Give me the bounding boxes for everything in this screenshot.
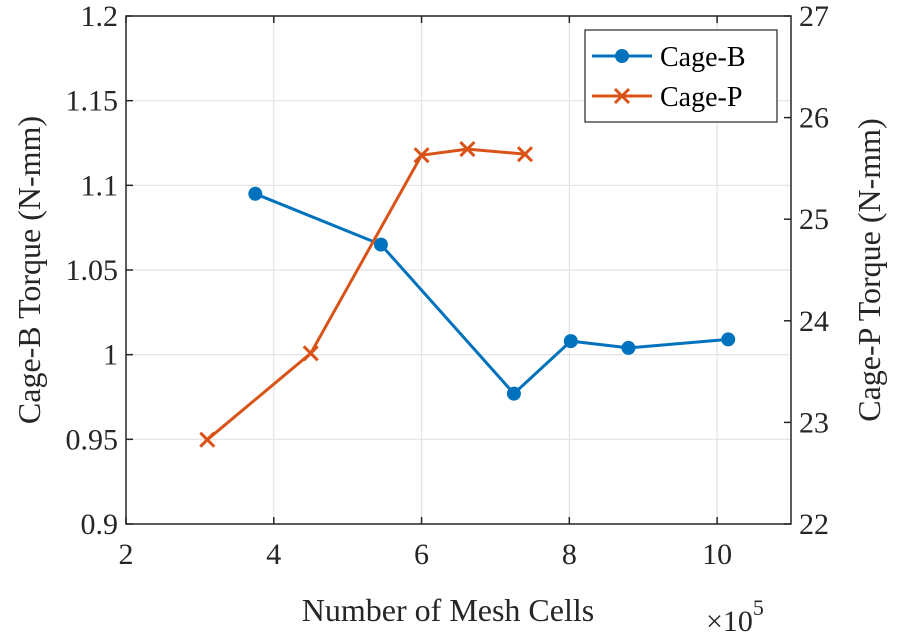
y-axis-left-label: Cage-B Torque (N-mm) [11,116,47,424]
x-tick-label: 6 [414,538,429,571]
data-point-cage-b [621,340,636,355]
series-line-cage-b [254,192,729,396]
x-axis-label: Number of Mesh Cells [302,592,594,628]
data-point-cage-b [373,237,388,252]
y-left-tick-label: 1.2 [81,0,119,33]
legend-label-cage-p: Cage-P [660,82,742,113]
data-point-cage-b [248,186,263,201]
y-left-tick-label: 1.05 [66,254,119,287]
x-axis-multiplier-base: ×10 [706,605,753,635]
y-right-tick-label: 23 [799,406,829,439]
data-point-cage-p [516,146,534,163]
data-point-cage-b [721,332,736,347]
x-tick-label: 4 [266,538,281,571]
y-right-tick-label: 27 [799,0,829,33]
data-series [199,141,736,448]
data-point-cage-b [506,386,521,401]
plot-frame [125,15,792,525]
y-left-tick-label: 1 [103,339,118,372]
y-axis-right-label: Cage-P Torque (N-mm) [851,118,887,421]
data-point-cage-p [413,147,430,164]
x-tick-label: 8 [562,538,577,571]
y-right-tick-label: 26 [799,102,829,135]
y-left-tick-label: 1.1 [81,169,119,202]
x-tick-label: 2 [119,538,134,571]
y-left-tick-label: 1.15 [66,85,119,118]
y-right-tick-label: 24 [799,305,829,338]
y-left-tick-label: 0.9 [81,508,119,541]
x-axis-multiplier-exponent: 5 [753,595,764,620]
y-right-tick-label: 25 [799,203,829,236]
legend-marker-cage-p [613,87,631,105]
legend-marker-cage-b [615,49,629,63]
legend-box [584,29,778,123]
y-left-tick-label: 0.95 [66,423,119,456]
data-point-cage-p [459,141,476,158]
data-point-cage-p [302,345,319,362]
data-point-cage-b [563,334,578,349]
x-axis-multiplier: ×105 [706,595,764,635]
legend: Cage-B Cage-P [584,29,778,123]
data-point-cage-p [199,431,216,448]
x-tick-label: 10 [702,538,732,571]
y-right-tick-label: 22 [799,508,829,541]
legend-label-cage-b: Cage-B [660,42,746,73]
